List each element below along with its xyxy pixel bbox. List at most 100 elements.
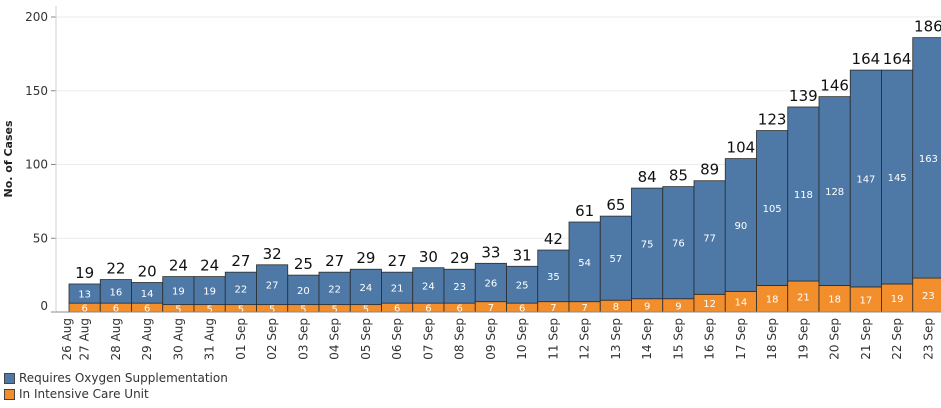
data-label-icu: 19 xyxy=(891,294,904,305)
data-label-oxygen: 27 xyxy=(266,281,279,292)
data-label-oxygen: 118 xyxy=(794,190,813,201)
y-tick-label: 100 xyxy=(25,158,48,172)
x-tick-label: 23 Sep xyxy=(921,318,935,360)
legend-swatch-oxygen xyxy=(4,372,15,384)
data-label-total: 31 xyxy=(513,246,532,264)
bar-oxygen xyxy=(256,264,289,306)
x-tick-label: 08 Sep xyxy=(453,318,467,360)
data-label-total: 24 xyxy=(169,257,188,275)
data-label-total: 186 xyxy=(914,18,941,36)
data-label-icu: 17 xyxy=(860,295,873,306)
x-tick-label: 05 Sep xyxy=(359,318,373,360)
y-tick-label: 150 xyxy=(25,84,48,98)
data-label-icu: 23 xyxy=(922,291,935,302)
data-label-oxygen: 54 xyxy=(578,258,591,269)
data-label-oxygen: 75 xyxy=(641,239,654,250)
data-label-icu: 14 xyxy=(735,298,748,309)
x-tick-label: 03 Sep xyxy=(296,318,310,360)
data-label-total: 19 xyxy=(75,264,94,282)
data-label-total: 139 xyxy=(789,87,818,105)
data-label-total: 85 xyxy=(669,167,688,185)
data-label-oxygen: 19 xyxy=(203,287,216,298)
data-label-total: 30 xyxy=(419,248,438,266)
x-tick-label: 06 Sep xyxy=(390,318,404,360)
data-label-icu: 18 xyxy=(766,295,779,306)
data-label-total: 27 xyxy=(231,252,250,270)
legend-label-oxygen: Requires Oxygen Supplementation xyxy=(19,371,228,385)
x-tick-label: 17 Sep xyxy=(734,318,748,360)
data-label-total: 61 xyxy=(575,202,594,220)
data-label-total: 164 xyxy=(883,50,912,68)
x-tick-label: 02 Sep xyxy=(265,318,279,360)
data-label-icu: 5 xyxy=(331,304,337,315)
data-label-oxygen: 57 xyxy=(610,254,623,265)
bar-oxygen xyxy=(193,276,226,306)
data-label-total: 104 xyxy=(727,139,756,157)
x-tick-label: 18 Sep xyxy=(765,318,779,360)
bar-oxygen xyxy=(474,262,507,303)
data-label-icu: 7 xyxy=(488,303,494,314)
data-label-icu: 6 xyxy=(425,304,431,315)
x-tick-label: 15 Sep xyxy=(671,318,685,360)
data-label-oxygen: 13 xyxy=(78,290,91,301)
data-label-total: 27 xyxy=(325,252,344,270)
data-label-icu: 6 xyxy=(81,304,87,315)
data-label-oxygen: 19 xyxy=(172,287,185,298)
x-tick-label: 27 Aug xyxy=(78,318,92,361)
data-label-icu: 6 xyxy=(456,304,462,315)
x-tick-label: 16 Sep xyxy=(703,318,717,360)
data-label-oxygen: 35 xyxy=(547,272,560,283)
data-label-icu: 6 xyxy=(394,304,400,315)
bar-oxygen xyxy=(568,221,601,303)
data-label-icu: 5 xyxy=(269,304,275,315)
data-label-icu: 7 xyxy=(550,303,556,314)
data-label-oxygen: 76 xyxy=(672,239,685,250)
data-label-total: 84 xyxy=(638,168,657,186)
data-label-total: 89 xyxy=(700,161,719,179)
x-tick-label: 14 Sep xyxy=(640,318,654,360)
data-label-total: 20 xyxy=(138,263,157,281)
data-label-icu: 12 xyxy=(703,299,716,310)
x-tick-label: 10 Sep xyxy=(515,318,529,360)
data-label-icu: 9 xyxy=(644,301,650,312)
bar-oxygen xyxy=(693,180,726,295)
y-axis-title: No. of Cases xyxy=(2,120,15,197)
x-tick-label: 28 Aug xyxy=(109,318,123,361)
x-tick-label: 22 Sep xyxy=(890,318,904,360)
bar-oxygen xyxy=(881,69,914,285)
bar-oxygen xyxy=(318,271,351,306)
data-label-total: 24 xyxy=(200,257,219,275)
data-label-oxygen: 145 xyxy=(888,173,907,184)
data-label-total: 42 xyxy=(544,230,563,248)
x-tick-label: 31 Aug xyxy=(203,318,217,361)
data-label-total: 164 xyxy=(852,50,881,68)
bar-oxygen xyxy=(537,249,570,303)
data-label-total: 33 xyxy=(481,243,500,261)
data-label-icu: 6 xyxy=(519,304,525,315)
data-label-oxygen: 22 xyxy=(328,284,341,295)
data-label-icu: 6 xyxy=(144,304,150,315)
x-tick-label: 04 Sep xyxy=(328,318,342,360)
x-tick-label: 09 Sep xyxy=(484,318,498,360)
data-label-oxygen: 77 xyxy=(703,234,716,245)
data-label-oxygen: 147 xyxy=(856,175,875,186)
data-label-icu: 5 xyxy=(206,304,212,315)
data-label-icu: 21 xyxy=(797,293,810,304)
data-label-total: 29 xyxy=(450,249,469,267)
bar-oxygen xyxy=(787,106,820,282)
bar-oxygen xyxy=(818,96,851,286)
bar-oxygen xyxy=(599,215,632,301)
data-label-icu: 5 xyxy=(238,304,244,315)
x-tick-label: 21 Sep xyxy=(859,318,873,360)
data-label-oxygen: 22 xyxy=(235,284,248,295)
data-label-icu: 18 xyxy=(828,295,841,306)
data-label-icu: 6 xyxy=(113,304,119,315)
bar-icu xyxy=(912,277,941,313)
bar-oxygen xyxy=(662,186,695,300)
legend-label-icu: In Intensive Care Unit xyxy=(19,387,149,401)
y-tick-label: 0 xyxy=(40,299,48,313)
bar-oxygen xyxy=(287,274,320,306)
data-label-total: 29 xyxy=(356,249,375,267)
data-label-oxygen: 26 xyxy=(485,279,498,290)
data-label-oxygen: 21 xyxy=(391,284,404,295)
